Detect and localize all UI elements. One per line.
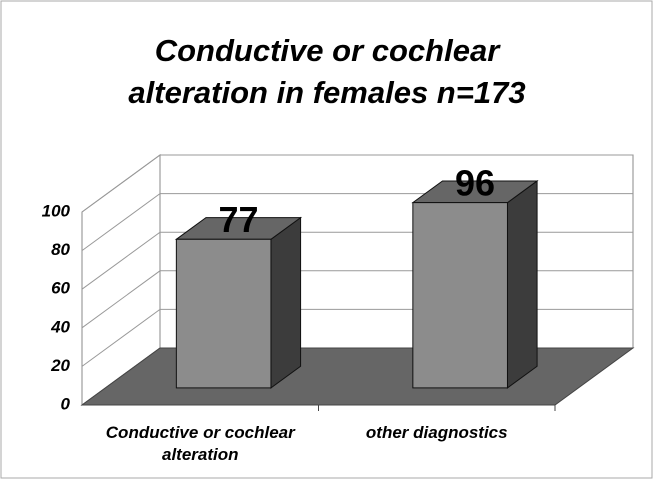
x-tick-label: Conductive or cochlear alteration (105, 423, 295, 464)
grid-line (81, 154, 633, 213)
y-tick-label: 40 (50, 317, 70, 336)
y-tick-label: 100 (42, 201, 71, 220)
y-tick-label: 0 (61, 394, 71, 413)
y-tick-label: 80 (51, 240, 70, 259)
bar (412, 202, 508, 389)
x-tick-label: other diagnostics (365, 423, 508, 442)
data-label: 96 (455, 162, 495, 203)
y-tick-label: 60 (51, 279, 70, 298)
bar-side (270, 216, 302, 389)
bar-side (506, 179, 538, 389)
title-line: alteration in females n=173 (128, 75, 526, 110)
title-line: Conductive or cochlear (154, 33, 500, 68)
floor (80, 347, 635, 406)
y-tick-label: 20 (50, 356, 70, 375)
chart-title: Conductive or cochlear alteration in fem… (0, 30, 654, 114)
data-label: 77 (218, 199, 258, 240)
bar (175, 238, 272, 389)
